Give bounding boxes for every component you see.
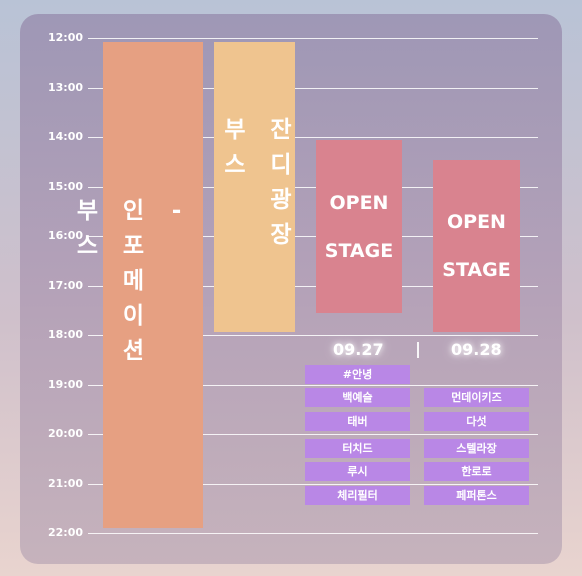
time-label-1800: 18:00 <box>48 328 84 341</box>
food-truck-info-booth-block[interactable]: 푸드트럭 - 인포메이션 부스 <box>72 42 236 528</box>
time-label-1500: 15:00 <box>48 180 84 193</box>
grid-line <box>88 286 538 287</box>
act-tag-0927[interactable]: 백예슬 <box>305 388 410 407</box>
time-label-1900: 19:00 <box>48 378 84 391</box>
grid-line <box>88 484 538 485</box>
time-label-1400: 14:00 <box>48 130 84 143</box>
grid-line <box>88 236 538 237</box>
time-label-1600: 16:00 <box>48 229 84 242</box>
act-tag-0927[interactable]: #안녕 <box>305 365 410 384</box>
date-0927: 09.27 <box>333 340 384 359</box>
grid-line <box>88 88 538 89</box>
time-label-1200: 12:00 <box>48 31 84 44</box>
act-tag-0927[interactable]: 태버 <box>305 412 410 431</box>
grid-line <box>88 137 538 138</box>
open-stage-0927-label: OPEN STAGE <box>324 191 394 262</box>
date-divider <box>417 342 419 358</box>
open-stage-0928-label: OPEN STAGE <box>442 211 511 281</box>
act-tag-0928[interactable]: 다섯 <box>424 412 529 431</box>
act-tag-0928[interactable]: 먼데이키즈 <box>424 388 529 407</box>
date-0928: 09.28 <box>451 340 502 359</box>
food-truck-info-booth-label: 푸드트럭 - 인포메이션 부스 <box>71 197 236 373</box>
act-tag-0927[interactable]: 터치드 <box>305 439 410 458</box>
grid-line <box>88 38 538 39</box>
act-tag-0928[interactable]: 페퍼톤스 <box>424 486 529 505</box>
act-tag-0928[interactable]: 한로로 <box>424 462 529 481</box>
open-stage-0928-block[interactable]: OPEN STAGE <box>433 160 520 332</box>
act-tag-0927[interactable]: 체리필터 <box>305 486 410 505</box>
time-label-2200: 22:00 <box>48 526 84 539</box>
lawn-plaza-booth-label: 잔디광장 부스 <box>219 117 291 257</box>
act-tag-0927[interactable]: 루시 <box>305 462 410 481</box>
grid-line <box>88 335 538 336</box>
open-stage-0927-block[interactable]: OPEN STAGE <box>316 140 402 313</box>
time-label-1700: 17:00 <box>48 279 84 292</box>
time-label-2100: 21:00 <box>48 477 84 490</box>
grid-line <box>88 385 538 386</box>
time-label-1300: 13:00 <box>48 81 84 94</box>
grid-line <box>88 533 538 534</box>
act-tag-0928[interactable]: 스텔라장 <box>424 439 529 458</box>
grid-line <box>88 434 538 435</box>
grid-line <box>88 187 538 188</box>
lawn-plaza-booth-block[interactable]: 잔디광장 부스 <box>214 42 295 332</box>
time-label-2000: 20:00 <box>48 427 84 440</box>
